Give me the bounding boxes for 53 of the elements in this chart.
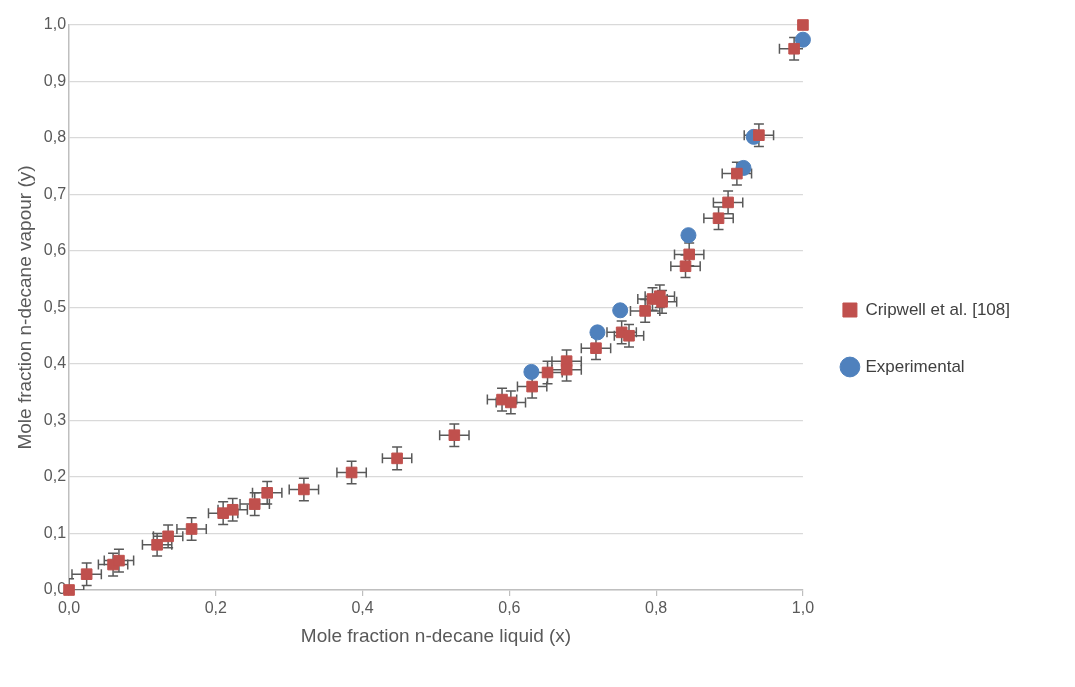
point <box>560 363 573 376</box>
y-tick-label: 0,7 <box>43 184 67 202</box>
point <box>162 530 174 543</box>
point <box>113 554 125 567</box>
point <box>788 42 800 55</box>
point <box>298 483 310 496</box>
point <box>526 380 538 393</box>
point <box>345 466 358 479</box>
point <box>797 19 809 31</box>
y-axis-title: Mole fraction n-decane vapour (y) <box>13 165 35 450</box>
point <box>80 568 93 580</box>
point <box>589 324 606 341</box>
x-tick-label: 0,8 <box>645 599 668 617</box>
y-tick-label: 0,2 <box>43 467 67 485</box>
y-tick-label: 0,4 <box>43 354 67 372</box>
y-tick-label: 0,8 <box>43 128 67 146</box>
x-tick-label: 0,4 <box>351 599 374 617</box>
point <box>248 498 261 510</box>
y-tick-label: 0,3 <box>43 410 67 428</box>
legend-label: Experimental <box>865 356 965 376</box>
point <box>794 31 811 48</box>
point <box>391 452 403 465</box>
y-tick-label: 0,1 <box>43 523 67 541</box>
point <box>590 342 602 354</box>
x-tick-label: 0,2 <box>204 599 228 617</box>
point <box>679 260 692 273</box>
legend-label: Cripwell et al. [108] <box>865 299 1011 319</box>
point <box>448 429 461 441</box>
point <box>151 539 163 551</box>
point <box>712 212 725 225</box>
y-tick-label: 0,9 <box>43 71 67 89</box>
y-tick-label: 0,5 <box>43 297 67 315</box>
y-tick-label: 1,0 <box>43 15 67 33</box>
point <box>541 366 554 379</box>
point <box>656 296 668 308</box>
point <box>261 487 273 499</box>
point <box>753 129 765 141</box>
point <box>731 167 743 180</box>
point <box>722 196 734 209</box>
point <box>226 503 239 516</box>
point <box>612 302 629 319</box>
point <box>623 329 635 342</box>
point <box>185 523 198 535</box>
point <box>505 396 517 409</box>
x-axis-title: Mole fraction n-decane liquid (x) <box>300 624 572 646</box>
x-tick-label: 1,0 <box>791 599 815 617</box>
x-tick-label: 0,0 <box>57 599 81 617</box>
point <box>523 363 540 380</box>
point <box>680 227 697 244</box>
y-tick-label: 0,6 <box>43 241 67 259</box>
x-tick-label: 0,6 <box>498 599 521 617</box>
point <box>639 305 651 317</box>
point <box>683 248 695 261</box>
